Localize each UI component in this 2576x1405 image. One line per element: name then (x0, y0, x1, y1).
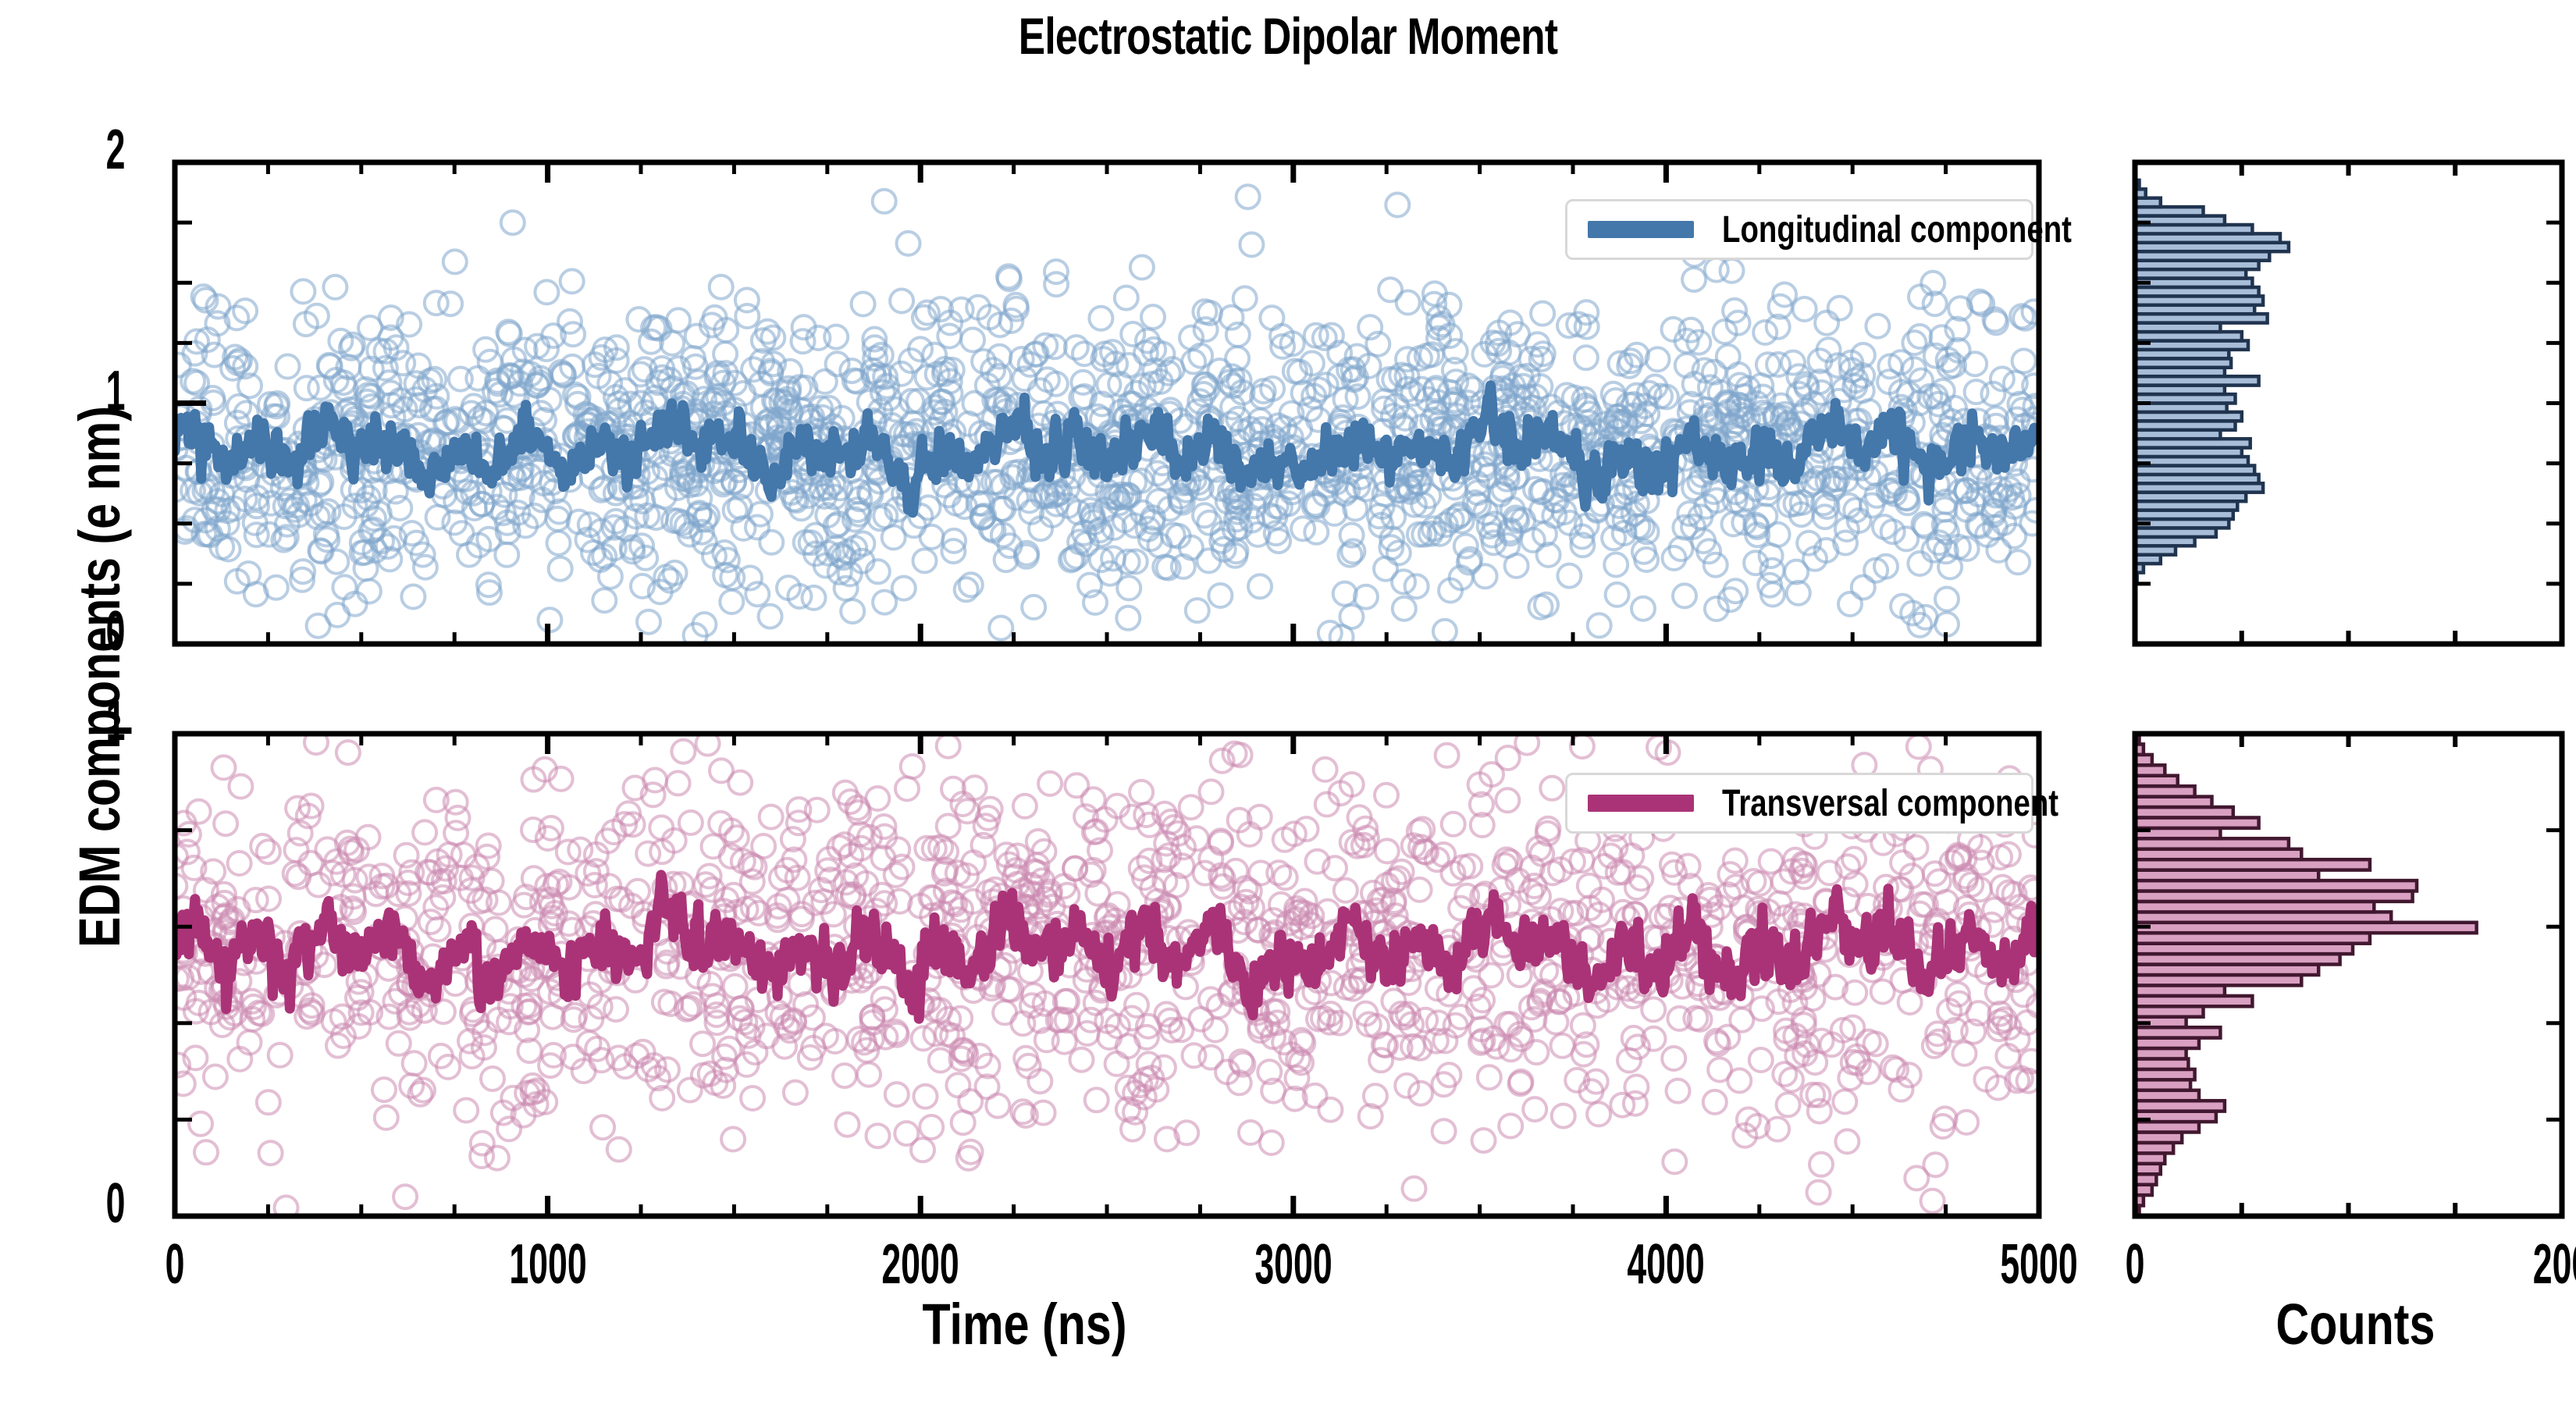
counts-tick-label-1: 200 (2532, 1233, 2576, 1296)
running-mean-line-transversal (175, 870, 2039, 1024)
legend-longitudinal[interactable]: Longitudinal component (1565, 199, 2072, 260)
histogram-longitudinal (2132, 159, 2565, 647)
panel-longitudinal (172, 159, 2042, 647)
y-tick-label-longitudinal-1: 1 (105, 359, 126, 422)
y-tick-label-transversal-0: 0 (105, 1172, 126, 1235)
x-tick-label-4: 4000 (1627, 1233, 1706, 1296)
x-tick-label-1: 1000 (508, 1233, 587, 1296)
y-tick-label-longitudinal-2: 2 (105, 119, 126, 181)
legend-swatch-transversal (1588, 795, 1694, 812)
x-tick-label-3: 3000 (1254, 1233, 1332, 1296)
counts-axis-label: Counts (2275, 1292, 2435, 1357)
legend-swatch-longitudinal (1588, 221, 1694, 238)
panel-transversal (172, 731, 2042, 1219)
x-tick-label-0: 0 (165, 1233, 185, 1296)
y-tick-label-transversal-1: 1 (105, 690, 126, 752)
legend-label-transversal: Transversal component (1722, 782, 2059, 824)
x-tick-label-2: 2000 (881, 1233, 959, 1296)
y-tick-label-longitudinal-0: 0 (105, 600, 126, 663)
legend-transversal[interactable]: Transversal component (1565, 773, 2058, 834)
legend-label-longitudinal: Longitudinal component (1722, 208, 2072, 251)
chart-title: Electrostatic Dipolar Moment (1018, 7, 1558, 65)
counts-tick-label-0: 0 (2125, 1233, 2145, 1296)
x-axis-label: Time (ns) (922, 1292, 1127, 1357)
x-tick-label-5: 5000 (2000, 1233, 2078, 1296)
histogram-transversal (2132, 731, 2565, 1219)
running-mean-line-longitudinal (175, 380, 2039, 518)
